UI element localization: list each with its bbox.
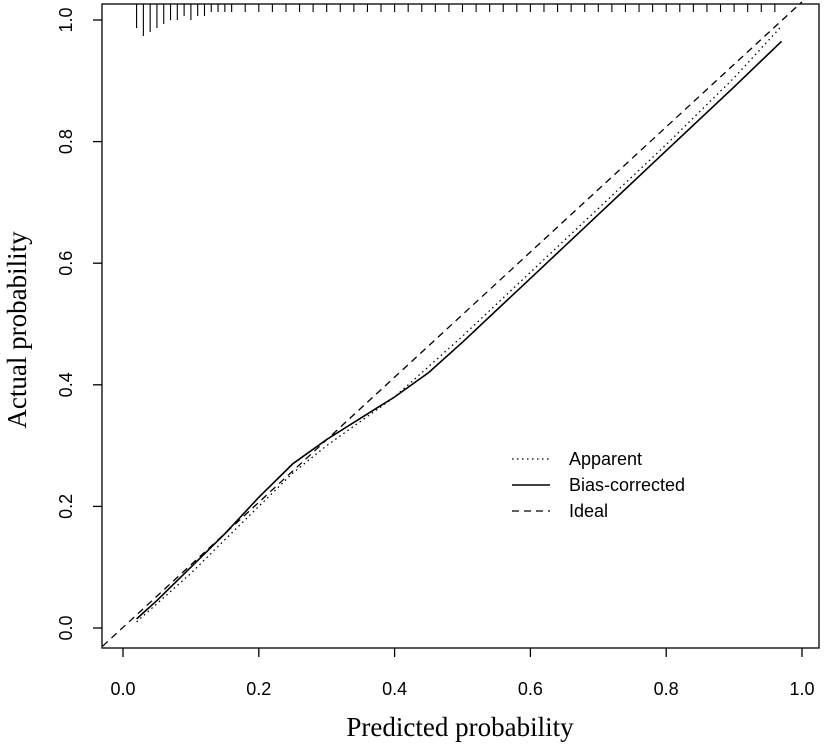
- y-tick-label: 0.0: [56, 615, 76, 640]
- x-tick-label: 0.0: [110, 679, 135, 699]
- series-line-bias-corrected: [136, 40, 783, 620]
- x-tick-label: 0.2: [246, 679, 271, 699]
- y-axis: 0.0 0.2 0.4 0.6 0.8 1.0: [56, 7, 102, 641]
- x-tick-label: 0.6: [518, 679, 543, 699]
- y-tick-label: 0.8: [56, 129, 76, 154]
- x-tick-label: 0.4: [382, 679, 407, 699]
- legend-label: Ideal: [569, 501, 608, 521]
- y-tick-label: 1.0: [56, 7, 76, 32]
- series-lines: [102, 1, 803, 647]
- series-line-apparent: [136, 25, 783, 623]
- legend: Apparent Bias-corrected Ideal: [512, 449, 685, 521]
- y-tick-label: 0.6: [56, 251, 76, 276]
- y-axis-title: Actual probability: [2, 231, 32, 429]
- legend-label: Bias-corrected: [569, 475, 685, 495]
- x-tick-label: 1.0: [789, 679, 814, 699]
- legend-label: Apparent: [569, 449, 642, 469]
- plot-frame: [101, 3, 820, 649]
- x-axis-title: Predicted probability: [346, 712, 574, 742]
- series-line-ideal: [102, 1, 803, 647]
- y-tick-label: 0.2: [56, 494, 76, 519]
- x-axis: 0.0 0.2 0.4 0.6 0.8 1.0: [110, 648, 815, 699]
- y-tick-label: 0.4: [56, 372, 76, 397]
- x-tick-label: 0.8: [654, 679, 679, 699]
- rug-marks: [136, 4, 776, 36]
